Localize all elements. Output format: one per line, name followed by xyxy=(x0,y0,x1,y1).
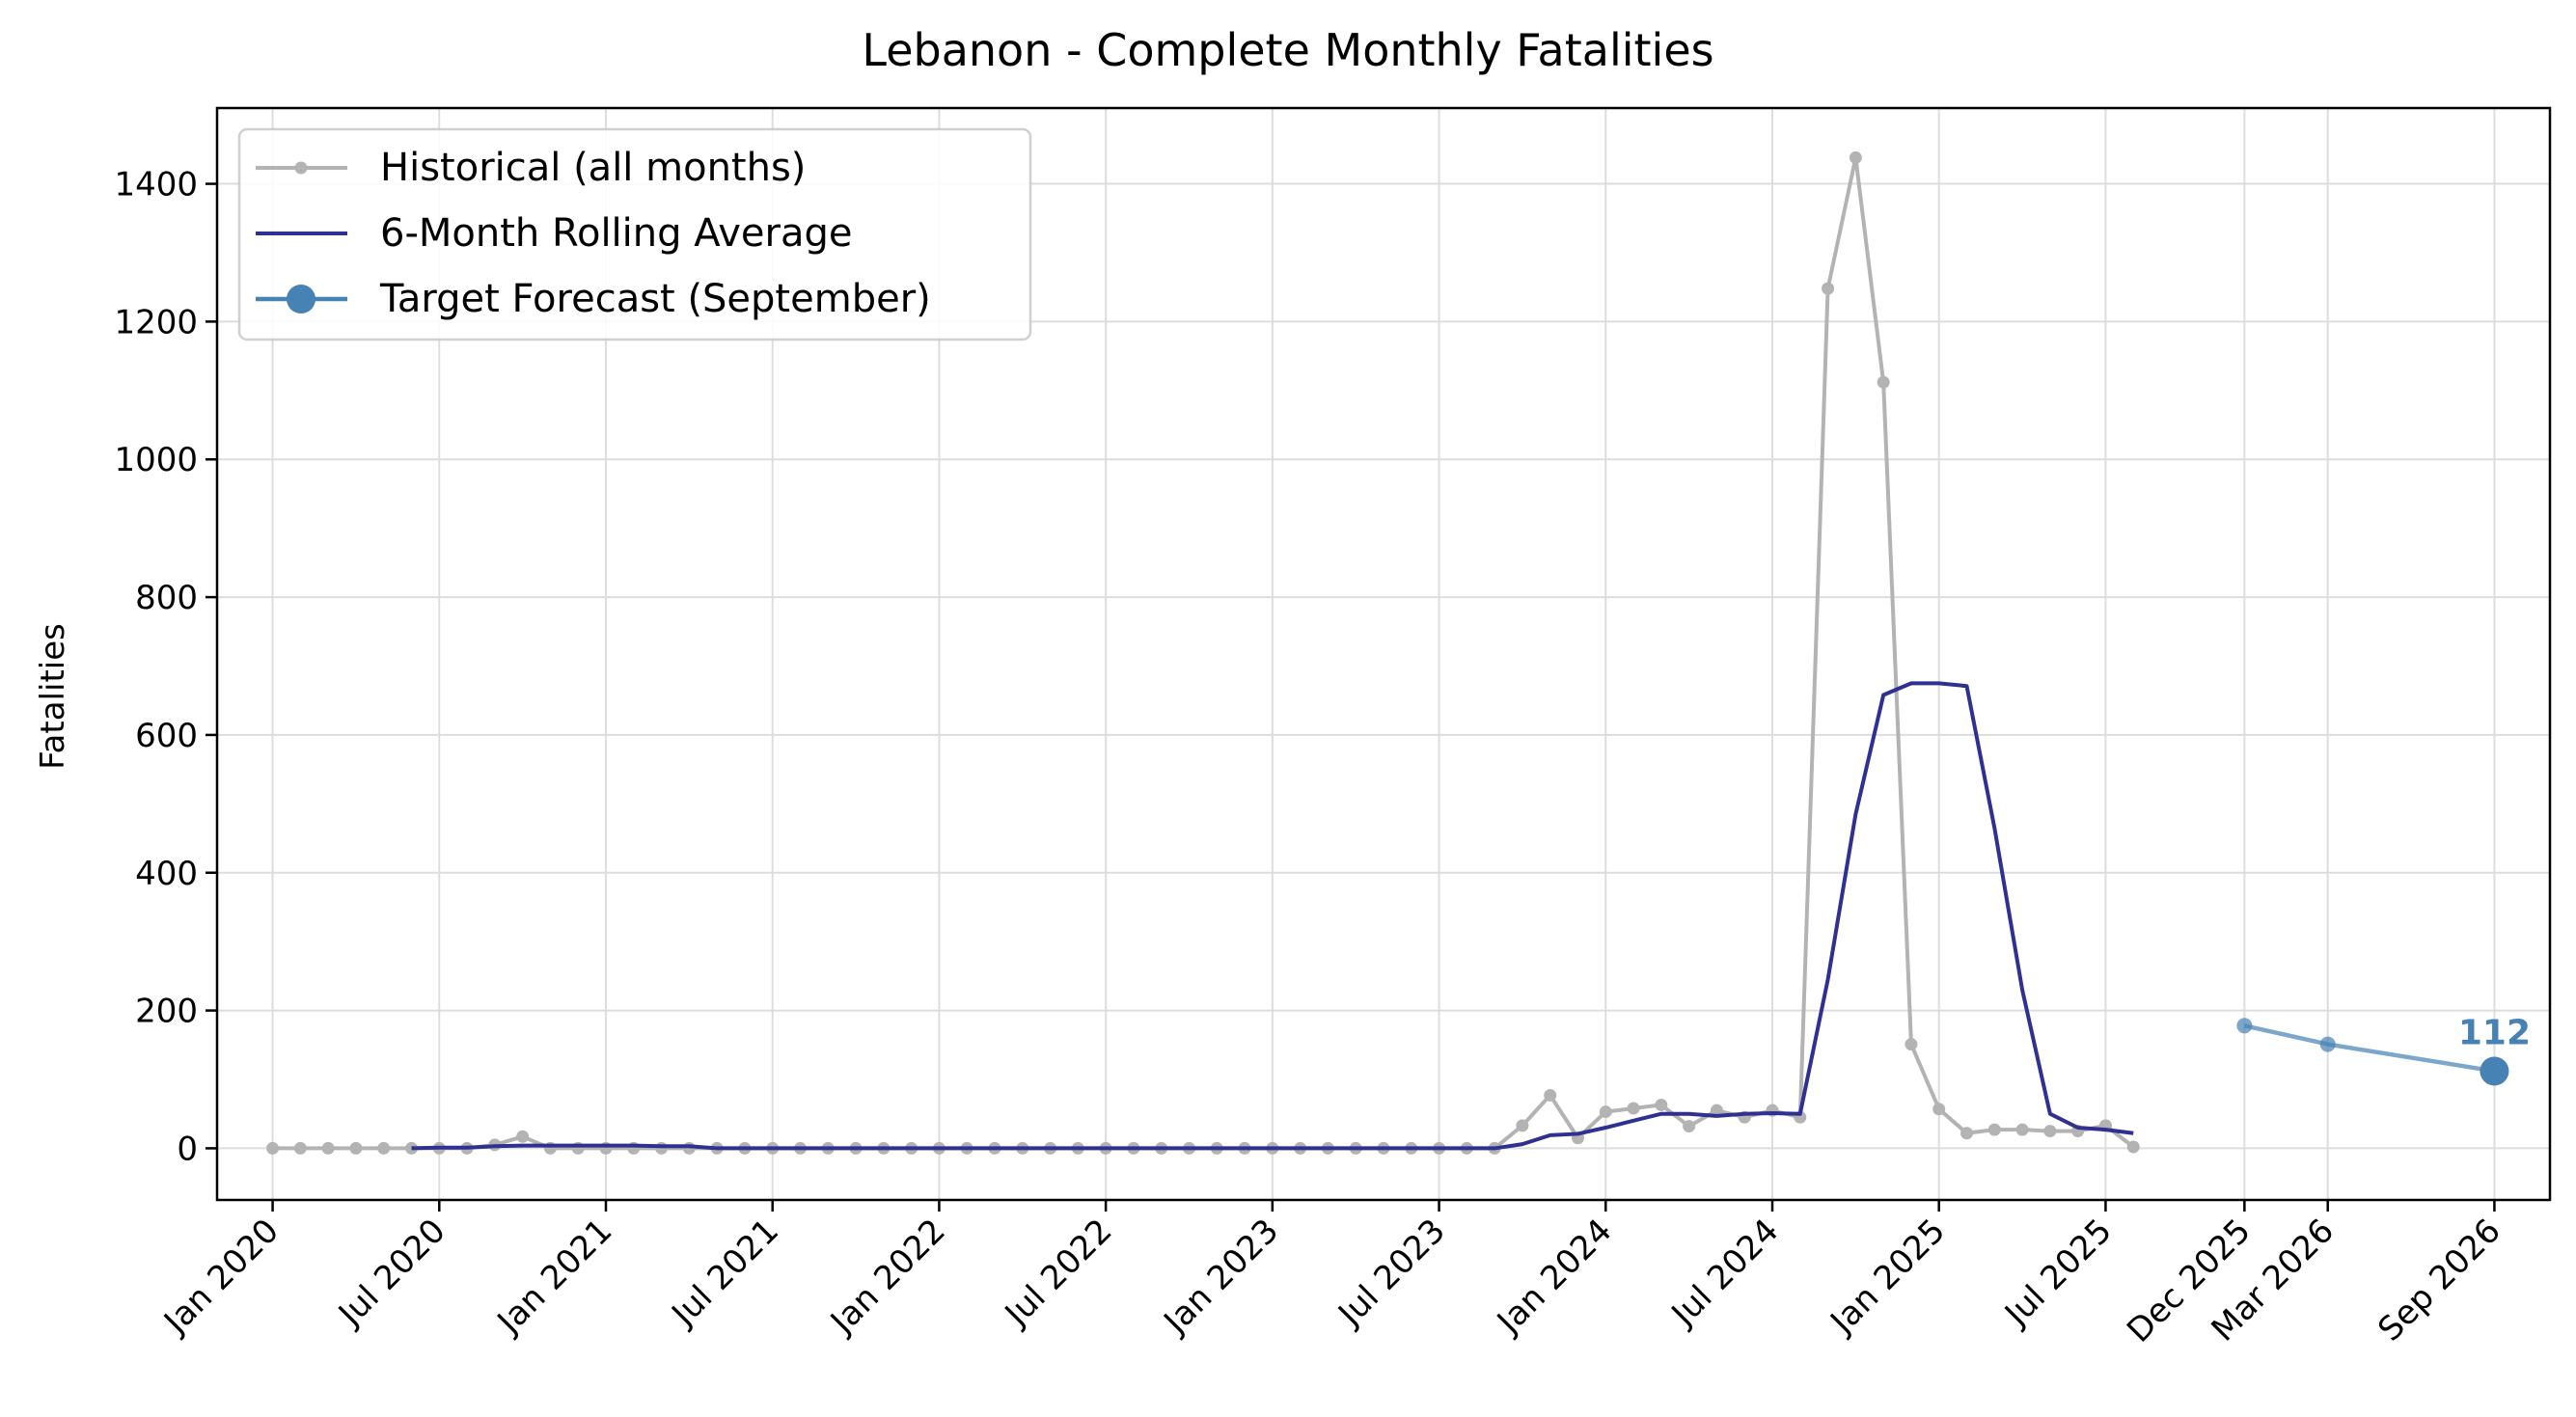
series-layer: 112 xyxy=(266,150,2531,1155)
historical-point xyxy=(1877,375,1890,389)
legend: Historical (all months) 6-Month Rolling A… xyxy=(237,127,1032,341)
historical-point xyxy=(266,1141,280,1155)
historical-point xyxy=(516,1130,530,1143)
axis-ticks: 0 200 400 600 800 1000 1200 1400 Jan 2020 Jul 202… xyxy=(114,166,2507,1350)
y-tick-label: 400 xyxy=(135,855,198,893)
historical-point xyxy=(2126,1140,2140,1154)
chart-title: Lebanon - Complete Monthly Fatalities xyxy=(862,24,1713,76)
legend-forecast-marker xyxy=(287,285,315,313)
historical-point xyxy=(1905,1038,1918,1051)
y-tick-label: 0 xyxy=(177,1130,198,1168)
y-axis-label: Fatalities xyxy=(34,623,72,770)
x-tick-label: Jan 2024 xyxy=(1489,1212,1620,1343)
historical-point xyxy=(1710,1104,1723,1117)
legend-historical-label: Historical (all months) xyxy=(380,146,806,190)
rolling-average-line xyxy=(411,681,2134,1151)
x-tick-label: Jan 2023 xyxy=(1156,1212,1287,1343)
historical-point xyxy=(1516,1119,1529,1132)
legend-forecast-label: Target Forecast (September) xyxy=(379,277,931,321)
y-tick-label: 1400 xyxy=(114,166,198,204)
forecast-point xyxy=(2319,1036,2336,1052)
x-tick-label: Jan 2025 xyxy=(1822,1212,1953,1343)
historical-point xyxy=(1822,282,1835,295)
historical-point xyxy=(1932,1103,1946,1116)
historical-point xyxy=(1683,1120,1696,1133)
historical-point xyxy=(1960,1127,1973,1140)
y-tick-label: 1000 xyxy=(114,441,198,479)
x-tick-label: Jul 2023 xyxy=(1329,1212,1453,1335)
historical-point xyxy=(2015,1123,2029,1136)
x-tick-label: Jan 2020 xyxy=(155,1212,287,1343)
legend-forecast: Target Forecast (September) xyxy=(256,277,931,321)
y-tick-label: 600 xyxy=(135,717,198,755)
x-tick-label: Jan 2021 xyxy=(489,1212,620,1343)
target-forecast-point xyxy=(2480,1056,2509,1086)
historical-point xyxy=(377,1141,391,1155)
historical-point xyxy=(293,1141,307,1155)
historical-point xyxy=(1599,1105,1612,1119)
legend-box xyxy=(237,127,1032,341)
historical-point xyxy=(655,1141,669,1155)
x-tick-label: Jan 2022 xyxy=(822,1212,953,1343)
target-forecast-label: 112 xyxy=(2458,1013,2531,1052)
x-tick-label: Jul 2025 xyxy=(1996,1212,2120,1335)
historical-point xyxy=(1655,1098,1668,1111)
historical-point xyxy=(2043,1125,2057,1138)
legend-historical-marker xyxy=(294,161,308,175)
historical-point xyxy=(1849,150,1862,164)
historical-point xyxy=(321,1141,335,1155)
forecast-line xyxy=(2243,1023,2495,1074)
y-tick-label: 800 xyxy=(135,579,198,617)
x-tick-label: Jul 2021 xyxy=(664,1212,787,1335)
historical-point xyxy=(1627,1102,1640,1115)
historical-point xyxy=(1544,1088,1557,1102)
historical-point xyxy=(349,1141,363,1155)
x-tick-label: Sep 2026 xyxy=(2370,1212,2507,1349)
legend-rolling: 6-Month Rolling Average xyxy=(256,211,853,256)
y-tick-label: 200 xyxy=(135,993,198,1031)
x-tick-label: Jul 2024 xyxy=(1663,1212,1787,1335)
legend-historical: Historical (all months) xyxy=(256,146,806,190)
legend-rolling-label: 6-Month Rolling Average xyxy=(380,211,853,256)
plot-frame xyxy=(215,106,2552,1202)
x-tick-label: Jul 2022 xyxy=(997,1212,1120,1335)
x-tick-label: Jul 2020 xyxy=(330,1212,453,1335)
forecast-point xyxy=(2236,1018,2253,1034)
y-tick-label: 1200 xyxy=(114,303,198,341)
historical-point xyxy=(1987,1123,2001,1136)
